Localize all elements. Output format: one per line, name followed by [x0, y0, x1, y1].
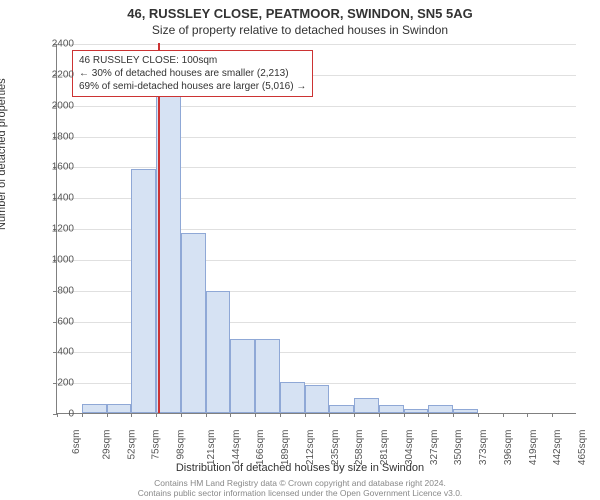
x-tick-label: 6sqm [71, 430, 82, 454]
x-tick-label: 121sqm [206, 430, 217, 466]
y-tick-label: 1200 [34, 224, 74, 235]
y-tick-label: 2000 [34, 100, 74, 111]
property-indicator-line [158, 43, 160, 413]
x-tick-mark [131, 413, 132, 417]
x-tick-mark [280, 413, 281, 417]
annotation-line-1: 46 RUSSLEY CLOSE: 100sqm [79, 54, 306, 67]
x-tick-mark [404, 413, 405, 417]
histogram-bar [453, 409, 478, 413]
gridline [57, 44, 576, 45]
y-axis-label: Number of detached properties [0, 78, 8, 230]
x-tick-mark [329, 413, 330, 417]
histogram-bar [107, 404, 132, 413]
x-tick-mark [107, 413, 108, 417]
histogram-bar [181, 233, 206, 413]
plot-region [56, 44, 576, 414]
chart-area [56, 44, 576, 414]
x-tick-label: 258sqm [354, 430, 365, 466]
histogram-bar [305, 385, 330, 413]
annotation-line-2: ← 30% of detached houses are smaller (2,… [79, 67, 306, 80]
histogram-bar [354, 398, 379, 413]
y-tick-label: 2400 [34, 39, 74, 50]
x-tick-mark [503, 413, 504, 417]
histogram-bar [82, 404, 107, 413]
x-tick-label: 52sqm [126, 430, 137, 460]
x-tick-label: 396sqm [503, 430, 514, 466]
histogram-bar [404, 409, 429, 413]
x-tick-mark [453, 413, 454, 417]
x-tick-label: 189sqm [280, 430, 291, 466]
x-tick-label: 166sqm [255, 430, 266, 466]
x-tick-label: 442sqm [553, 430, 564, 466]
y-tick-label: 1600 [34, 162, 74, 173]
histogram-bar [255, 339, 280, 413]
x-tick-mark [305, 413, 306, 417]
y-tick-label: 2200 [34, 69, 74, 80]
title-address: 46, RUSSLEY CLOSE, PEATMOOR, SWINDON, SN… [0, 0, 600, 21]
footer-line-2: Contains public sector information licen… [0, 488, 600, 498]
chart-container: { "title_address": "46, RUSSLEY CLOSE, P… [0, 0, 600, 500]
x-tick-mark [255, 413, 256, 417]
gridline [57, 106, 576, 107]
x-tick-mark [206, 413, 207, 417]
y-tick-label: 1000 [34, 254, 74, 265]
annotation-box: 46 RUSSLEY CLOSE: 100sqm ← 30% of detach… [72, 50, 313, 97]
x-tick-mark [156, 413, 157, 417]
histogram-bar [206, 291, 231, 413]
x-tick-label: 327sqm [429, 430, 440, 466]
x-tick-label: 98sqm [176, 430, 187, 460]
y-tick-label: 400 [34, 347, 74, 358]
histogram-bar [131, 169, 156, 413]
x-tick-label: 235sqm [330, 430, 341, 466]
gridline [57, 137, 576, 138]
histogram-bar [329, 405, 354, 413]
x-tick-label: 75sqm [151, 430, 162, 460]
annotation-line-3: 69% of semi-detached houses are larger (… [79, 80, 306, 93]
x-tick-mark [478, 413, 479, 417]
x-tick-mark [181, 413, 182, 417]
x-tick-mark [428, 413, 429, 417]
x-tick-mark [230, 413, 231, 417]
x-tick-mark [354, 413, 355, 417]
histogram-bar [428, 405, 453, 413]
x-tick-label: 281sqm [379, 430, 390, 466]
x-tick-label: 419sqm [528, 430, 539, 466]
x-tick-mark [379, 413, 380, 417]
y-tick-label: 0 [34, 409, 74, 420]
x-tick-label: 144sqm [231, 430, 242, 466]
x-tick-label: 465sqm [577, 430, 588, 466]
x-tick-label: 212sqm [305, 430, 316, 466]
x-tick-label: 29sqm [101, 430, 112, 460]
y-tick-label: 200 [34, 378, 74, 389]
histogram-bar [230, 339, 255, 413]
x-tick-mark [82, 413, 83, 417]
x-tick-mark [527, 413, 528, 417]
y-tick-label: 800 [34, 285, 74, 296]
title-subtitle: Size of property relative to detached ho… [0, 21, 600, 37]
footer-attribution: Contains HM Land Registry data © Crown c… [0, 478, 600, 498]
y-tick-label: 600 [34, 316, 74, 327]
y-tick-label: 1800 [34, 131, 74, 142]
x-tick-label: 350sqm [454, 430, 465, 466]
x-tick-label: 373sqm [478, 430, 489, 466]
histogram-bar [379, 405, 404, 413]
histogram-bar [280, 382, 305, 413]
gridline [57, 167, 576, 168]
footer-line-1: Contains HM Land Registry data © Crown c… [0, 478, 600, 488]
y-tick-label: 1400 [34, 193, 74, 204]
x-tick-label: 304sqm [404, 430, 415, 466]
x-tick-mark [552, 413, 553, 417]
